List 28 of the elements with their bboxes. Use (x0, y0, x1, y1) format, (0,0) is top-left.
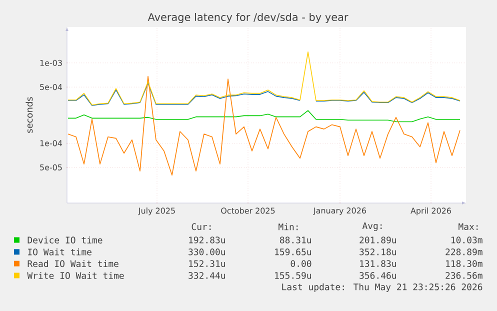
legend-label: Read IO Wait time (28, 260, 118, 268)
text: Max: (458, 223, 478, 230)
text: 352.18u (360, 248, 396, 256)
legend-label: IO Wait time (28, 248, 92, 256)
text: 332.44u (188, 272, 226, 279)
text: 118.30m (446, 260, 482, 267)
text: Min: (278, 223, 298, 230)
text: 152.31u (189, 260, 226, 267)
chart-title: Average latency for /dev/sda - by year (148, 12, 348, 24)
text: 155.59u (275, 272, 312, 279)
text: 356.46u (360, 272, 396, 279)
text: Last update: Thu May 21 23:25:26 2026 (282, 283, 482, 292)
text: 201.89u (360, 236, 396, 244)
text: 88.31u (280, 236, 312, 244)
text: 10.03m (451, 236, 482, 244)
text: 236.56m (446, 272, 482, 279)
text: 159.65u (275, 248, 312, 256)
text: 131.83u (360, 260, 396, 267)
legend-label: Write IO Wait time (27, 272, 124, 279)
line-series (68, 76, 460, 176)
text: 0.00 (290, 260, 312, 267)
text: Cur: (192, 223, 211, 230)
text: 192.83u (189, 236, 226, 244)
y-axis-title: seconds (26, 97, 33, 133)
text: Avg: (362, 222, 382, 231)
legend-label: Device IO time (28, 236, 102, 244)
text: 330.00u (188, 248, 226, 256)
text: 228.89m (446, 248, 482, 256)
